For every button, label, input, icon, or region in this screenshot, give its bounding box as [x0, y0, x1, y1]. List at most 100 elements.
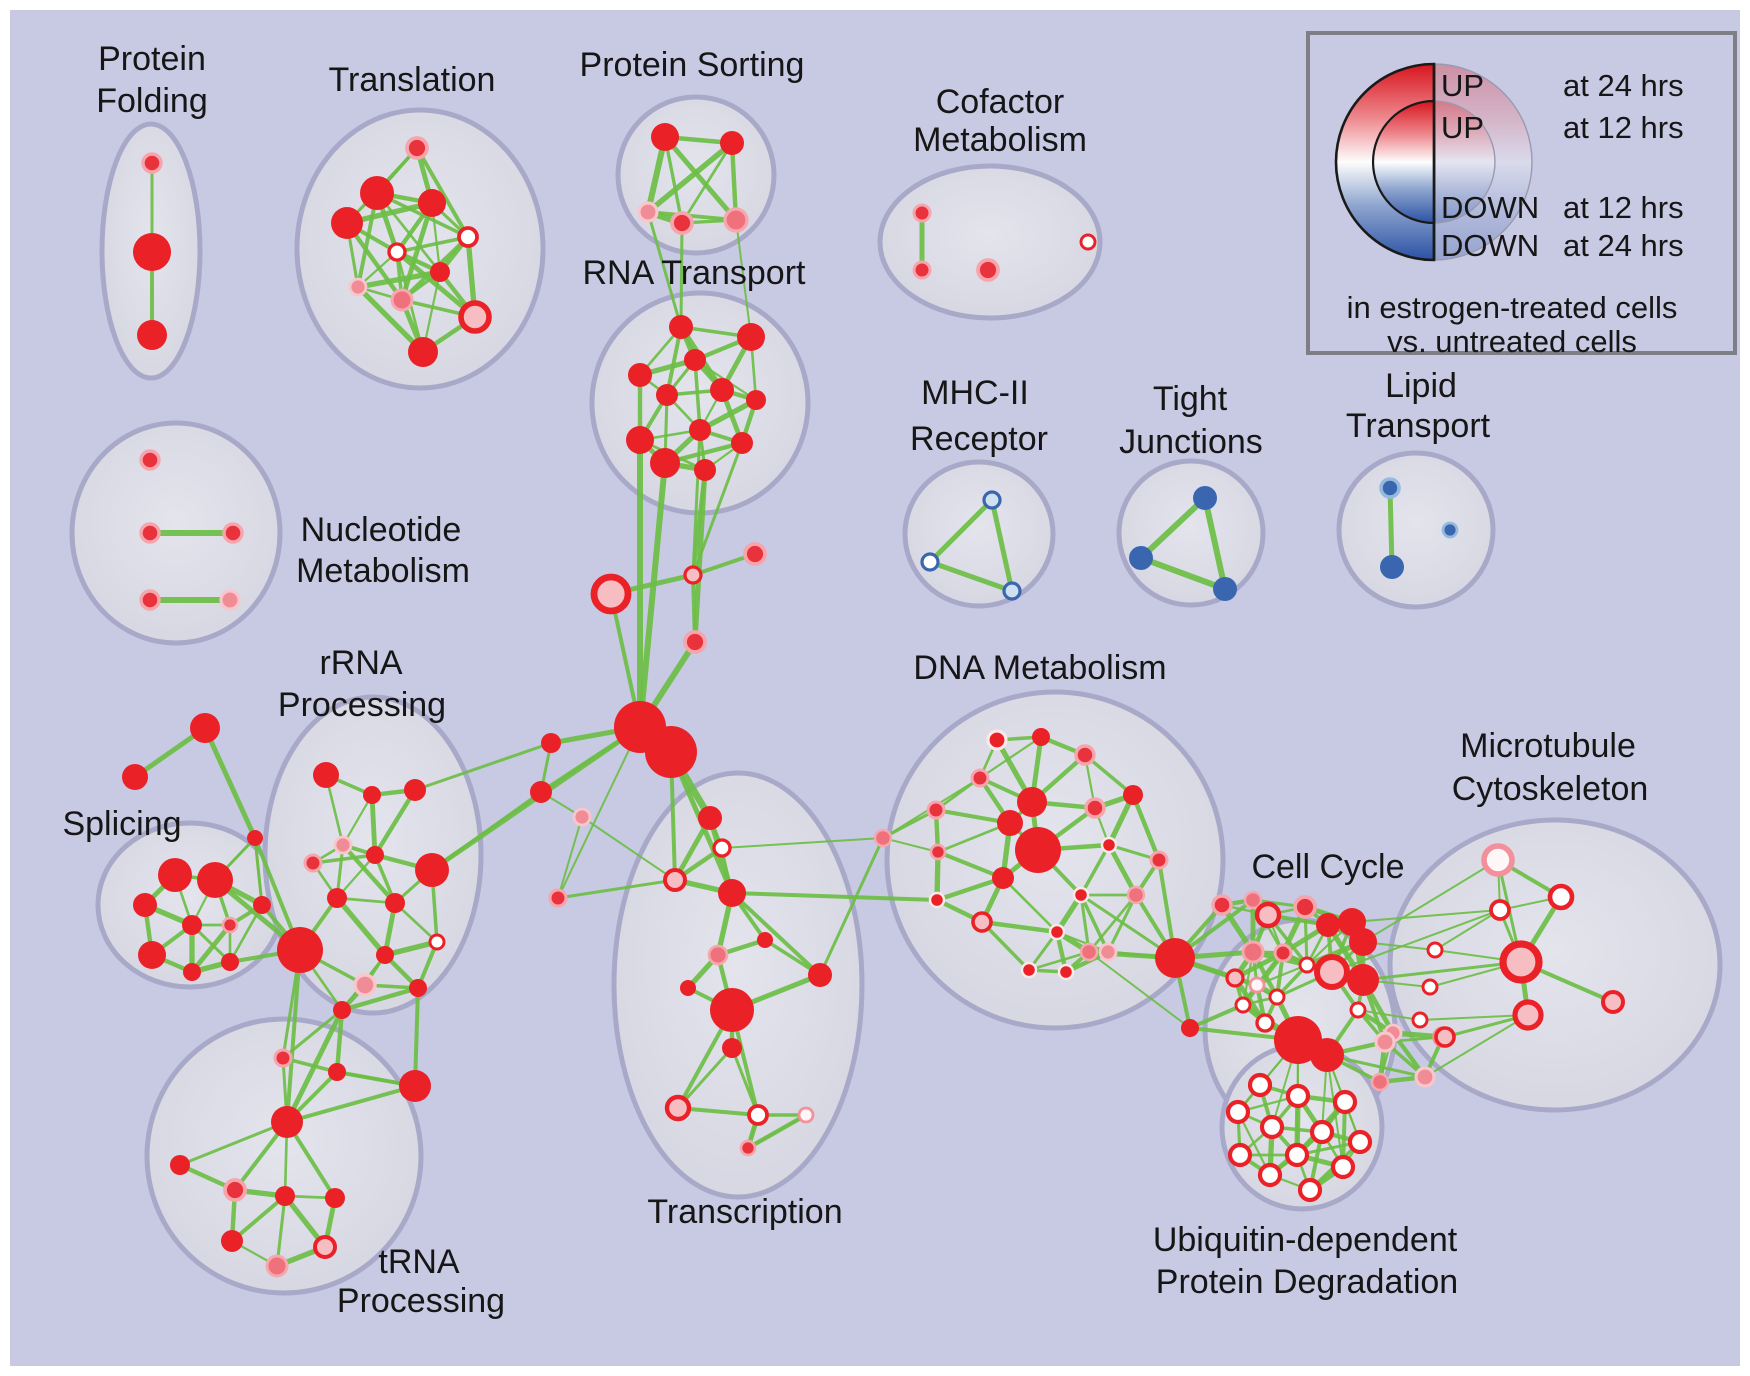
node-dna-4 — [926, 800, 946, 820]
edge — [730, 891, 939, 902]
node-dna-9 — [1015, 827, 1061, 873]
node-rrna-4 — [303, 853, 323, 873]
node-splicing-6 — [183, 963, 201, 981]
edge — [1255, 963, 1309, 987]
edge — [646, 210, 738, 222]
node-rna-transport-4 — [656, 384, 678, 406]
cluster-label-cell-cycle: Cell Cycle — [1251, 848, 1404, 886]
edge — [230, 1194, 287, 1243]
node-rrna-5 — [366, 846, 384, 864]
edge — [980, 920, 1031, 972]
cluster-ellipse-microtubule — [1387, 817, 1723, 1113]
node-translation-0 — [405, 136, 429, 160]
node-cell-cycle-5 — [1316, 913, 1340, 937]
edge — [178, 1120, 289, 1167]
node-translation-4 — [457, 226, 479, 248]
legend-time-label: at 24 hrs — [1563, 228, 1684, 263]
node-splicing-4 — [221, 916, 239, 934]
cluster-label-rna-transport: RNA Transport — [583, 254, 807, 292]
node-protein-sorting-0 — [651, 123, 679, 151]
node-transcription-13 — [797, 1106, 815, 1124]
node-transcription-3 — [718, 879, 746, 907]
node-microtubule-8 — [1411, 1011, 1429, 1029]
edge — [1138, 555, 1228, 592]
node-dna-21 — [1057, 963, 1075, 981]
edge — [334, 895, 388, 958]
node-dna-0 — [986, 729, 1008, 751]
legend-caption: in estrogen-treated cells — [1347, 290, 1678, 325]
cluster-label-trna: Processing — [337, 1282, 505, 1320]
cluster-label-cofactor: Cofactor — [936, 83, 1065, 121]
edge — [745, 1112, 809, 1151]
edge — [1001, 876, 1059, 934]
node-connectors-6 — [530, 781, 552, 803]
node-microtubule-1 — [1547, 883, 1575, 911]
edge — [730, 891, 822, 977]
edge — [978, 735, 1043, 780]
node-dna-22 — [1098, 942, 1118, 962]
node-ubiquitin-2 — [1332, 1089, 1358, 1115]
node-ubiquitin-1 — [1285, 1083, 1311, 1109]
node-connectors-5 — [541, 733, 561, 753]
node-rrna-2 — [404, 779, 426, 801]
edge — [1188, 1003, 1245, 1030]
legend-direction-label: UP — [1441, 68, 1484, 103]
edge — [413, 986, 420, 1088]
node-dna-20 — [1020, 961, 1038, 979]
node-dna-17 — [971, 911, 993, 933]
node-cell-cycle-18 — [1274, 1016, 1322, 1064]
edge — [927, 497, 995, 565]
edge — [202, 725, 258, 841]
node-rna-transport-1 — [737, 323, 765, 351]
node-splicing-11 — [247, 830, 263, 846]
cluster-label-ubiquitin: Protein Degradation — [1156, 1263, 1458, 1301]
node-trna-3 — [275, 1186, 295, 1206]
node-microtubule-6 — [1426, 941, 1444, 959]
node-microtubule-2 — [1489, 899, 1511, 921]
node-cell-cycle-20 — [1181, 1019, 1199, 1037]
node-rrna-11 — [428, 933, 446, 951]
cluster-label-mhc: Receptor — [910, 420, 1048, 458]
edge — [355, 284, 426, 355]
node-rrna-9 — [277, 927, 323, 973]
node-cofactor-0 — [912, 203, 932, 223]
edge — [1079, 893, 1091, 954]
node-dna-12 — [1149, 850, 1169, 870]
node-trna-0 — [271, 1106, 303, 1138]
node-dna-14 — [928, 891, 946, 909]
cluster-label-ubiquitin: Ubiquitin-dependent — [1153, 1221, 1458, 1259]
node-nucleotide-1 — [139, 522, 161, 544]
node-rna-transport-8 — [626, 426, 654, 454]
node-ubiquitin-3 — [1225, 1099, 1251, 1125]
edge — [721, 837, 884, 849]
node-translation-8 — [390, 288, 414, 312]
node-mhc-2 — [1002, 581, 1022, 601]
edge — [285, 1084, 417, 1124]
edge — [415, 146, 470, 239]
node-cell-cycle-7 — [1349, 928, 1377, 956]
cluster-label-lipid: Lipid — [1385, 367, 1457, 405]
node-cell-cycle-24 — [1374, 1031, 1396, 1053]
node-rrna-0 — [313, 762, 339, 788]
node-microtubule-9 — [1434, 1026, 1456, 1048]
node-translation-1 — [360, 176, 394, 210]
cluster-label-microtubule: Cytoskeleton — [1452, 770, 1649, 808]
node-transcription-6 — [707, 944, 729, 966]
edge — [394, 249, 478, 320]
edge — [556, 878, 677, 900]
node-rrna-3 — [333, 835, 353, 855]
node-trna-5 — [221, 1230, 243, 1252]
edge — [663, 135, 684, 225]
node-dna-19 — [1079, 942, 1099, 962]
cluster-label-transcription: Transcription — [647, 1193, 842, 1231]
cluster-ellipse-mhc — [902, 459, 1056, 609]
edge — [1387, 485, 1395, 570]
edge — [1027, 950, 1091, 972]
node-ubiquitin-0 — [1247, 1072, 1273, 1098]
node-rrna-13 — [409, 979, 427, 997]
node-protein-folding-0 — [141, 152, 163, 174]
node-cofactor-2 — [976, 258, 1000, 282]
node-rna-transport-7 — [689, 419, 711, 441]
node-cell-cycle-2 — [1243, 890, 1263, 910]
cluster-label-microtubule: Microtubule — [1460, 727, 1636, 765]
